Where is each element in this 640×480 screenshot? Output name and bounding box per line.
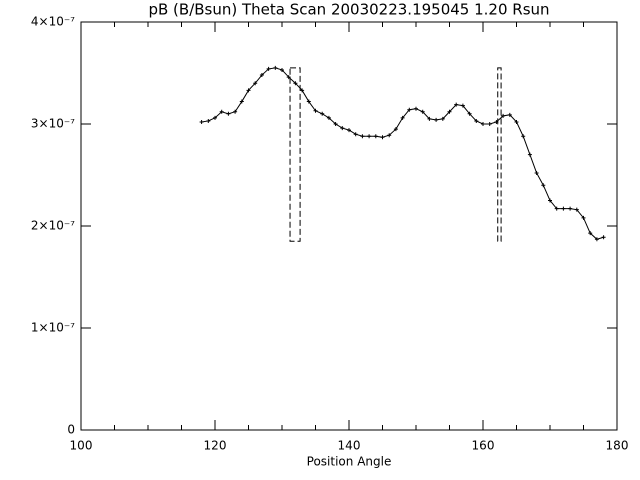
data-point xyxy=(420,109,425,114)
data-point xyxy=(387,133,392,138)
y-tick-label: 3×10⁻⁷ xyxy=(31,117,75,131)
data-point xyxy=(326,115,331,120)
dashed-region xyxy=(497,67,502,242)
y-tick-label: 2×10⁻⁷ xyxy=(31,219,75,233)
data-point xyxy=(501,113,506,118)
data-point xyxy=(474,118,479,123)
data-point xyxy=(226,111,231,116)
data-point xyxy=(360,134,365,139)
x-tick-label: 140 xyxy=(338,439,361,453)
x-tick-label: 180 xyxy=(606,439,629,453)
data-point xyxy=(487,122,492,126)
x-tick-label: 100 xyxy=(70,439,93,453)
data-point xyxy=(286,75,291,80)
data-point xyxy=(541,183,546,188)
data-point xyxy=(246,88,251,93)
data-point xyxy=(521,134,526,139)
data-point xyxy=(320,111,325,116)
data-point xyxy=(407,107,412,112)
data-point xyxy=(554,206,559,211)
data-point xyxy=(460,103,465,108)
data-point xyxy=(414,106,418,111)
data-point xyxy=(447,109,452,114)
data-point xyxy=(367,134,372,139)
data-point xyxy=(507,112,512,117)
y-tick-label: 4×10⁻⁷ xyxy=(31,15,75,29)
data-point xyxy=(568,206,573,211)
data-point xyxy=(219,109,224,114)
data-point xyxy=(239,99,244,104)
data-point xyxy=(340,126,345,131)
data-point xyxy=(481,122,485,126)
data-point xyxy=(561,206,566,211)
data-point xyxy=(293,81,298,86)
data-point xyxy=(213,115,217,120)
data-point xyxy=(440,116,445,121)
data-point xyxy=(581,215,586,220)
data-point xyxy=(601,235,606,240)
x-tick-label: 120 xyxy=(204,439,227,453)
data-point xyxy=(280,67,284,72)
data-point xyxy=(353,132,358,137)
data-point xyxy=(574,207,579,212)
data-point xyxy=(467,111,472,116)
data-point xyxy=(454,102,459,107)
data-point xyxy=(206,118,211,123)
data-point xyxy=(253,81,258,86)
data-point xyxy=(306,99,311,104)
x-tick-label: 160 xyxy=(472,439,495,453)
data-point xyxy=(380,135,385,140)
data-point xyxy=(494,119,499,124)
data-point xyxy=(534,170,539,175)
data-point xyxy=(393,127,398,132)
data-point xyxy=(434,117,439,122)
data-point xyxy=(300,88,305,93)
data-point xyxy=(333,122,338,126)
y-tick-label: 0 xyxy=(67,423,75,437)
data-point xyxy=(347,128,351,133)
data-point xyxy=(199,119,204,124)
x-axis-label: Position Angle xyxy=(307,455,392,469)
data-point xyxy=(233,109,238,114)
chart-title: pB (B/Bsun) Theta Scan 20030223.195045 1… xyxy=(148,1,549,19)
data-point xyxy=(313,108,318,113)
data-point xyxy=(514,119,519,124)
data-point xyxy=(259,73,264,78)
data-point xyxy=(400,115,405,120)
y-tick-label: 1×10⁻⁷ xyxy=(31,321,75,335)
data-point xyxy=(427,116,432,121)
dashed-region xyxy=(289,67,301,242)
data-point xyxy=(527,152,532,157)
data-point xyxy=(548,198,552,203)
data-point xyxy=(373,134,378,139)
data-point xyxy=(273,65,278,70)
data-point xyxy=(266,66,271,71)
data-point xyxy=(594,237,599,242)
data-point xyxy=(588,231,593,236)
